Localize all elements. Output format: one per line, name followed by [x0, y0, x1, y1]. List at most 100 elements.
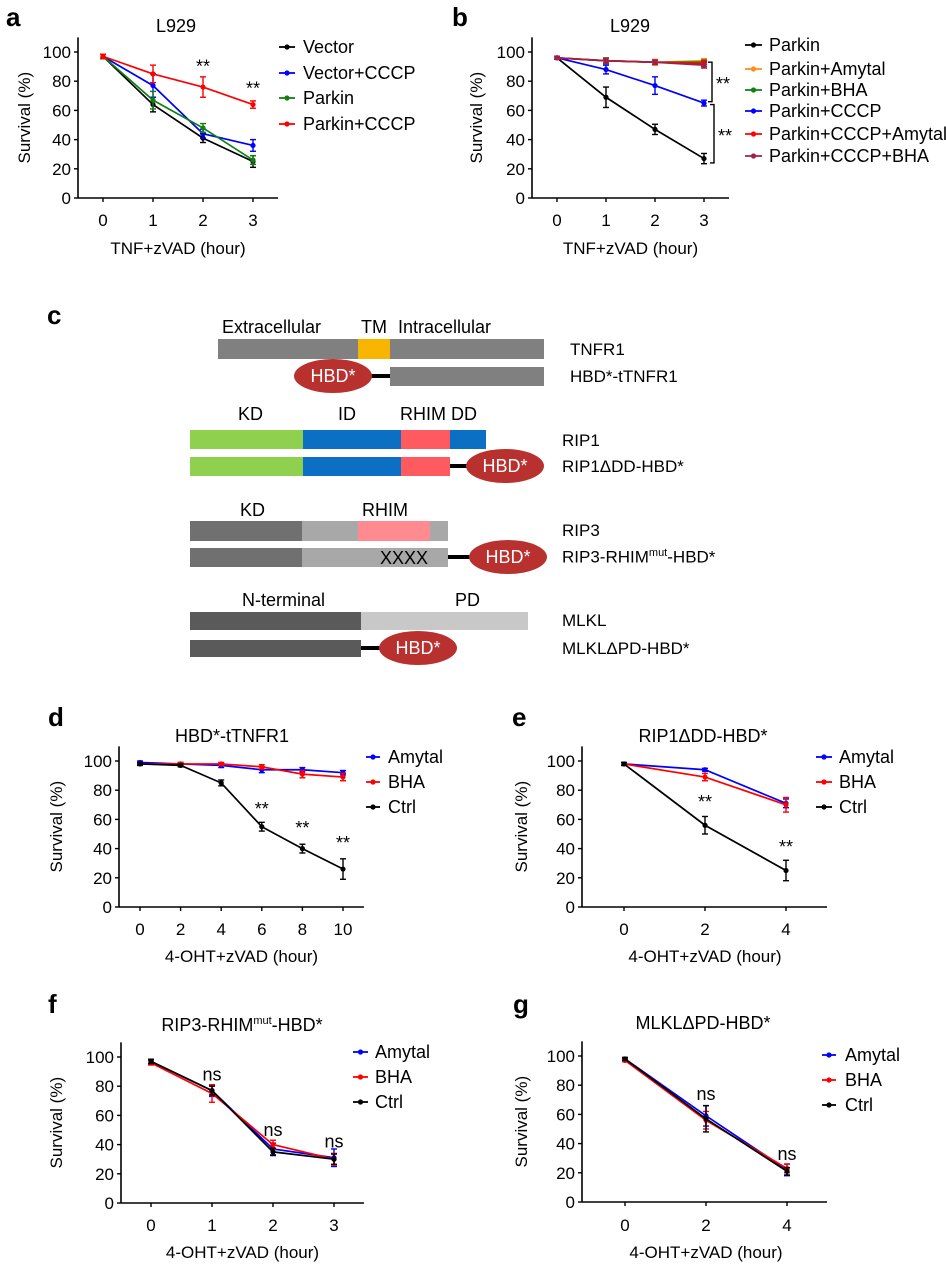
rip3-mid-domain	[302, 521, 358, 541]
hbd-ellipse: HBD*	[469, 540, 547, 574]
x-tick-label: 3	[248, 211, 257, 230]
rip3mut-linker	[448, 555, 472, 559]
tnfr1-extracellular-label: Extracellular	[222, 317, 322, 337]
legend-marker	[821, 779, 827, 785]
x-tick-label: 1	[601, 211, 610, 230]
y-tick-label: 100	[43, 43, 71, 62]
rip3mut-hbd-name: RIP3-RHIMmut-HBD*	[562, 548, 715, 566]
x-tick-label: 10	[334, 920, 353, 939]
panel-letter-d: d	[48, 702, 64, 732]
chart-title: L929	[610, 16, 650, 36]
legend-label: Amytal	[839, 747, 894, 767]
y-axis-label: Survival (%)	[47, 1077, 66, 1169]
data-point	[603, 66, 609, 73]
y-tick-label: 80	[556, 1076, 575, 1095]
y-tick-label: 100	[84, 752, 112, 771]
x-axis-label: TNF+zVAD (hour)	[563, 239, 698, 258]
data-point	[554, 55, 560, 61]
y-tick-label: 100	[497, 43, 525, 62]
rip3-name: RIP3	[562, 521, 600, 540]
mlklpd-nterminal-domain	[190, 640, 361, 657]
x-tick-label: 0	[620, 1216, 629, 1235]
x-axis-label: 4-OHT+zVAD (hour)	[629, 1243, 782, 1262]
y-tick-label: 60	[556, 810, 575, 829]
tnfr1-tm-label: TM	[361, 317, 387, 337]
legend-label: Ctrl	[388, 797, 416, 817]
legend-label: Amytal	[845, 1045, 900, 1065]
legend-label: Vector	[303, 37, 354, 57]
x-axis-label: TNF+zVAD (hour)	[110, 239, 245, 258]
x-tick-label: 3	[329, 1216, 338, 1235]
title-superscript: mut	[253, 1015, 271, 1027]
legend-marker	[357, 1074, 364, 1080]
panel-letter-c: c	[47, 300, 62, 330]
rip1-kd-domain	[190, 430, 303, 449]
legend-label: BHA	[839, 772, 876, 792]
x-tick-label: 6	[257, 920, 266, 939]
series-line	[140, 763, 344, 778]
data-point	[218, 780, 224, 786]
legend-label: Parkin+CCCP	[769, 101, 882, 121]
rip1dd-kd-domain	[190, 457, 303, 476]
series-line	[150, 1062, 335, 1161]
series-line	[102, 55, 254, 163]
legend-label: Parkin+CCCP	[303, 114, 416, 134]
data-point	[652, 82, 658, 89]
rip1-name: RIP1	[562, 431, 600, 450]
x-tick-label: 0	[619, 920, 628, 939]
legend-label: Ctrl	[845, 1095, 873, 1115]
significance-label: **	[698, 792, 712, 812]
rip3mut-rest-domain	[302, 548, 448, 567]
rip1-kd-label: KD	[238, 404, 264, 424]
y-axis-label: Survival (%)	[512, 1076, 531, 1168]
y-tick-label: 40	[93, 840, 112, 859]
series-line	[556, 57, 705, 104]
data-point	[702, 767, 708, 773]
x-axis-label: 4-OHT+zVAD (hour)	[628, 947, 781, 966]
x-axis-label: 4-OHT+zVAD (hour)	[165, 947, 318, 966]
data-point	[150, 97, 156, 103]
series-line	[102, 55, 254, 147]
data-point	[137, 761, 143, 767]
title-part: -HBD*	[272, 1015, 323, 1035]
y-axis-label: Survival (%)	[15, 72, 34, 164]
chart-title: L929	[156, 16, 196, 36]
rip3-rhim-domain	[358, 521, 430, 541]
significance-label: **	[718, 126, 732, 146]
legend-label: Parkin+CCCP+BHA	[769, 146, 929, 166]
legend-label: Ctrl	[375, 1092, 403, 1112]
significance-label: ns	[202, 1065, 221, 1085]
chart-title: HBD*-tTNFR1	[175, 726, 289, 746]
legend-marker	[370, 754, 376, 760]
legend-marker	[750, 42, 757, 48]
data-point	[270, 1149, 276, 1155]
legend-marker	[750, 66, 757, 72]
series-ctrl	[622, 1056, 790, 1176]
y-tick-label: 20	[556, 1164, 575, 1183]
data-point	[701, 155, 707, 162]
y-tick-label: 0	[516, 189, 525, 208]
hbd-ellipse: HBD*	[466, 449, 544, 483]
significance-label: ns	[777, 1144, 796, 1164]
series-ctrl	[137, 761, 346, 880]
y-tick-label: 20	[95, 1165, 114, 1184]
rip1-id-domain	[303, 430, 401, 449]
series-line	[150, 1060, 335, 1161]
hbd-ttnfr1-name: HBD*-tTNFR1	[570, 367, 678, 386]
hbd-ellipse: HBD*	[294, 359, 372, 393]
x-tick-label: 0	[98, 211, 107, 230]
data-point	[178, 762, 184, 768]
data-point	[701, 100, 707, 106]
name-part: -HBD*	[667, 547, 716, 567]
x-tick-label: 1	[148, 211, 157, 230]
legend-label: Amytal	[388, 747, 443, 767]
data-point	[603, 94, 609, 100]
y-tick-label: 20	[556, 869, 575, 888]
y-tick-label: 80	[95, 1077, 114, 1096]
legend-marker	[357, 1099, 364, 1105]
significance-label: **	[779, 837, 793, 857]
data-point	[250, 157, 256, 163]
panel-letter-e: e	[512, 702, 526, 732]
